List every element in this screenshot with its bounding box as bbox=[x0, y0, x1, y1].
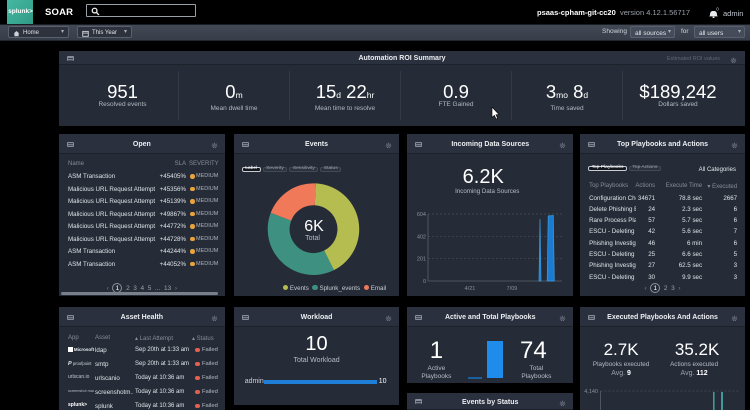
svg-text:604: 604 bbox=[417, 212, 426, 218]
svg-text:7/09: 7/09 bbox=[507, 286, 518, 292]
svg-text:0: 0 bbox=[423, 279, 426, 285]
svg-text:4/21: 4/21 bbox=[465, 286, 476, 292]
svg-text:0: 0 bbox=[716, 7, 719, 11]
svg-text:201: 201 bbox=[417, 257, 426, 263]
svg-text:4,140: 4,140 bbox=[584, 389, 598, 395]
svg-text:402: 402 bbox=[417, 234, 426, 240]
